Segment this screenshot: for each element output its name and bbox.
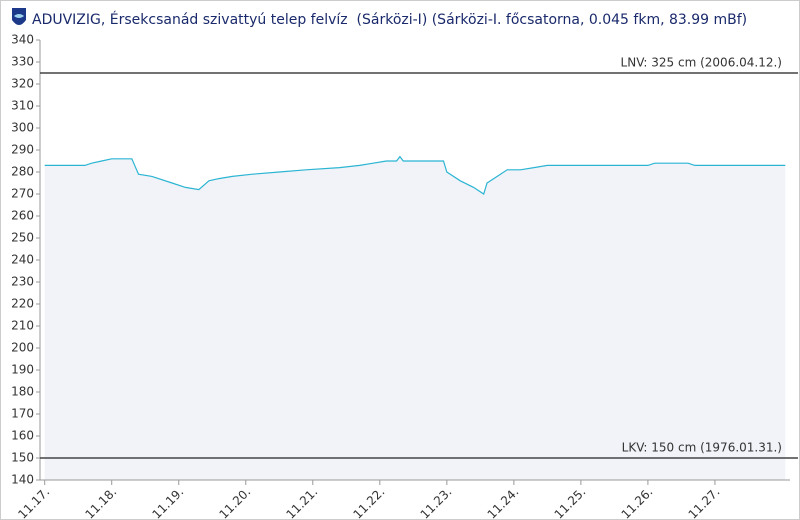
y-tick-label: 220 (11, 297, 34, 311)
y-tick-label: 140 (11, 473, 34, 487)
data-line (44, 155, 786, 195)
y-tick-label: 320 (11, 77, 34, 91)
y-tick-label: 340 (11, 33, 34, 47)
y-tick-label: 210 (11, 319, 34, 333)
reference-label: LKV: 150 cm (1976.01.31.) (622, 441, 782, 455)
area-fill (44, 156, 786, 480)
y-tick-label: 310 (11, 99, 34, 113)
y-tick-label: 160 (11, 429, 34, 443)
y-tick-label: 230 (11, 275, 34, 289)
y-tick-label: 190 (11, 363, 34, 377)
y-tick-label: 200 (11, 341, 34, 355)
y-tick-label: 150 (11, 451, 34, 465)
reference-label: LNV: 325 cm (2006.04.12.) (621, 56, 782, 70)
y-tick-label: 240 (11, 253, 34, 267)
y-tick-label: 300 (11, 121, 34, 135)
y-tick-label: 280 (11, 165, 34, 179)
logo (12, 8, 26, 25)
y-tick-label: 170 (11, 407, 34, 421)
y-tick-label: 180 (11, 385, 34, 399)
y-tick-label: 270 (11, 187, 34, 201)
y-tick-label: 290 (11, 143, 34, 157)
y-tick-label: 250 (11, 231, 34, 245)
y-tick-label: 260 (11, 209, 34, 223)
y-tick-label: 330 (11, 55, 34, 69)
chart-title: ADUVIZIG, Érsekcsanád szivattyú telep fe… (32, 11, 747, 28)
